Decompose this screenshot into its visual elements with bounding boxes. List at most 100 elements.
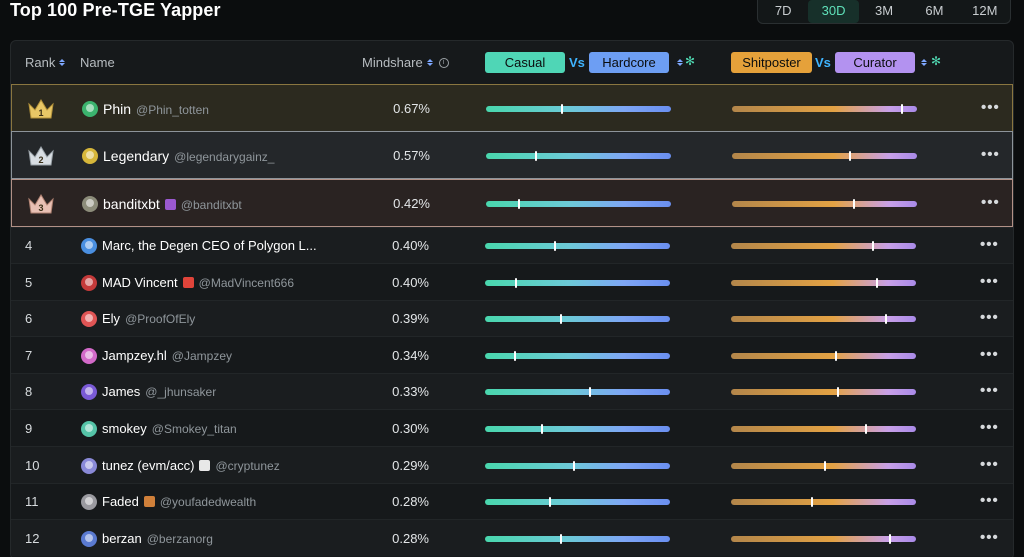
sort-icon[interactable] <box>59 59 65 66</box>
tab-12m[interactable]: 12M <box>972 3 998 18</box>
avatar[interactable] <box>81 531 97 547</box>
svg-text:3: 3 <box>38 203 43 213</box>
more-options-icon[interactable]: ••• <box>981 99 1000 116</box>
table-row[interactable]: 10 tunez (evm/acc) @cryptunez 0.29% ••• <box>11 446 1013 483</box>
table-row[interactable]: 9 smokey @Smokey_titan 0.30% ••• <box>11 409 1013 446</box>
bar-marker <box>824 461 826 471</box>
casual-hardcore-bar <box>485 461 670 471</box>
avatar[interactable] <box>82 101 98 117</box>
avatar[interactable] <box>81 311 97 327</box>
rank-number: 7 <box>25 348 33 363</box>
rank-number: 9 <box>25 421 33 436</box>
casual-hardcore-bar <box>486 104 671 114</box>
user-name-cell[interactable]: MAD Vincent @MadVincent666 <box>102 275 294 290</box>
hardcore-pill[interactable]: Hardcore <box>589 52 669 73</box>
table-row[interactable]: 4 Marc, the Degen CEO of Polygon L... 0.40… <box>11 227 1013 263</box>
more-options-icon[interactable]: ••• <box>980 492 999 509</box>
bar-marker <box>554 241 556 251</box>
more-options-icon[interactable]: ••• <box>980 273 999 290</box>
user-handle: @_jhunsaker <box>145 385 217 399</box>
table-row[interactable]: 12 berzan @berzanorg 0.28% ••• <box>11 519 1013 556</box>
table-row[interactable]: 3 banditxbt @banditxbt 0.42% ••• <box>11 179 1013 227</box>
table-row[interactable]: 11 Faded @youfadedwealth 0.28% ••• <box>11 483 1013 519</box>
mindshare-value: 0.30% <box>392 421 429 436</box>
shitposter-curator-bar <box>732 199 917 209</box>
avatar[interactable] <box>81 494 97 510</box>
shitposter-curator-bar <box>731 241 916 251</box>
hardcore-sort[interactable] <box>673 55 683 70</box>
tab-30d[interactable]: 30D <box>808 0 859 23</box>
user-handle: @youfadedwealth <box>159 495 257 509</box>
user-name-cell[interactable]: smokey @Smokey_titan <box>102 421 237 436</box>
sort-icon[interactable] <box>677 59 683 66</box>
rank-number: 6 <box>25 311 33 326</box>
user-name-cell[interactable]: Legendary @legendarygainz_ <box>103 148 274 164</box>
user-name-cell[interactable]: berzan @berzanorg <box>102 531 213 546</box>
table-row[interactable]: 2 Legendary @legendarygainz_ 0.57% ••• <box>11 131 1013 179</box>
avatar[interactable] <box>82 148 98 164</box>
casual-pill[interactable]: Casual <box>485 52 565 73</box>
user-name-cell[interactable]: Phin @Phin_totten <box>103 101 209 117</box>
crown-icon: 1 <box>28 99 54 119</box>
curator-pill[interactable]: Curator <box>835 52 915 73</box>
user-name-cell[interactable]: banditxbt @banditxbt <box>103 196 242 212</box>
mindshare-value: 0.40% <box>392 275 429 290</box>
curator-sort[interactable] <box>917 55 927 70</box>
user-name-cell[interactable]: Faded @youfadedwealth <box>102 494 256 509</box>
casual-hardcore-bar <box>485 241 670 251</box>
bar-marker <box>885 314 887 324</box>
bar-marker <box>518 199 520 209</box>
crown-icon: 2 <box>28 146 54 166</box>
gear-icon[interactable]: ✻ <box>685 54 696 68</box>
more-options-icon[interactable]: ••• <box>980 236 999 253</box>
avatar[interactable] <box>81 238 97 254</box>
avatar[interactable] <box>81 384 97 400</box>
table-row[interactable]: 8 James @_jhunsaker 0.33% ••• <box>11 373 1013 409</box>
tab-6m[interactable]: 6M <box>925 3 944 18</box>
table-row[interactable]: 6 Ely @ProofOfEly 0.39% ••• <box>11 300 1013 336</box>
shitposter-pill[interactable]: Shitposter <box>731 52 812 73</box>
shitposter-curator-bar <box>731 387 916 397</box>
name-emoji-icon <box>164 198 176 210</box>
mindshare-value: 0.28% <box>392 531 429 546</box>
user-name-cell[interactable]: Jampzey.hl @Jampzey <box>102 348 232 363</box>
more-options-icon[interactable]: ••• <box>980 382 999 399</box>
vs-label: Vs <box>569 55 585 70</box>
rank-header[interactable]: Rank <box>25 55 65 70</box>
avatar[interactable] <box>81 421 97 437</box>
shitposter-curator-bar <box>731 534 916 544</box>
sort-icon[interactable] <box>921 59 927 66</box>
table-row[interactable]: 5 MAD Vincent @MadVincent666 0.40% ••• <box>11 263 1013 300</box>
user-display-name: Phin <box>103 101 132 117</box>
more-options-icon[interactable]: ••• <box>980 309 999 326</box>
more-options-icon[interactable]: ••• <box>980 419 999 436</box>
avatar[interactable] <box>81 458 97 474</box>
avatar[interactable] <box>81 348 97 364</box>
more-options-icon[interactable]: ••• <box>980 346 999 363</box>
avatar[interactable] <box>82 196 98 212</box>
bar-marker <box>811 497 813 507</box>
user-name-cell[interactable]: Marc, the Degen CEO of Polygon L... <box>102 238 322 253</box>
more-options-icon[interactable]: ••• <box>981 194 1000 211</box>
user-name-cell[interactable]: Ely @ProofOfEly <box>102 311 195 326</box>
user-handle: @Phin_totten <box>136 103 209 117</box>
user-name-cell[interactable]: tunez (evm/acc) @cryptunez <box>102 458 280 473</box>
table-row[interactable]: 7 Jampzey.hl @Jampzey 0.34% ••• <box>11 336 1013 373</box>
user-handle: @cryptunez <box>215 459 280 473</box>
tab-3m[interactable]: 3M <box>874 3 894 18</box>
shitposter-curator-bar <box>732 151 917 161</box>
tab-7d[interactable]: 7D <box>774 3 792 18</box>
avatar[interactable] <box>81 275 97 291</box>
more-options-icon[interactable]: ••• <box>981 146 1000 163</box>
table-row[interactable]: 1 Phin @Phin_totten 0.67% ••• <box>11 84 1013 132</box>
svg-text:1: 1 <box>38 108 43 118</box>
sort-icon[interactable] <box>427 59 433 66</box>
bar-marker <box>876 278 878 288</box>
gear-icon[interactable]: ✻ <box>931 54 942 68</box>
more-options-icon[interactable]: ••• <box>980 529 999 546</box>
mindshare-header[interactable]: Mindshare i <box>362 55 449 70</box>
mindshare-value: 0.57% <box>393 148 430 163</box>
more-options-icon[interactable]: ••• <box>980 456 999 473</box>
info-icon[interactable]: i <box>438 57 449 68</box>
user-name-cell[interactable]: James @_jhunsaker <box>102 384 216 399</box>
